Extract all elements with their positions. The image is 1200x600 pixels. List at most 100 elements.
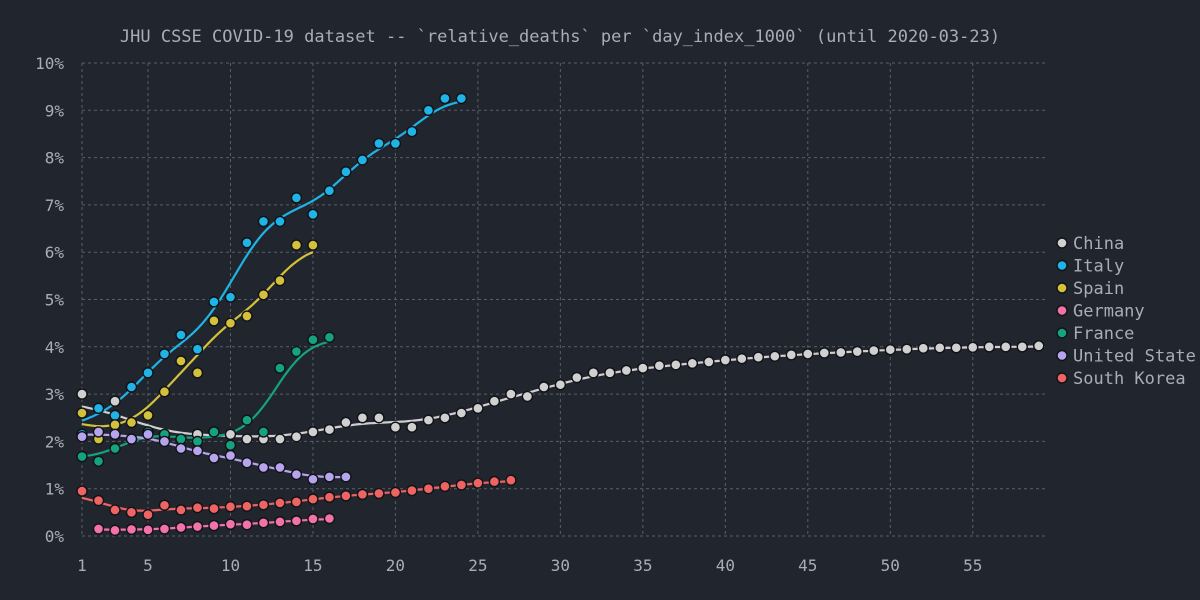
x-tick-label: 30 — [551, 556, 570, 575]
data-point — [241, 414, 253, 426]
legend-label: Spain — [1073, 279, 1124, 299]
data-point — [224, 518, 237, 530]
data-point — [257, 461, 270, 474]
data-point — [142, 524, 154, 536]
legend-label: Germany — [1073, 302, 1145, 322]
data-point — [224, 428, 237, 441]
data-point — [274, 497, 286, 509]
x-tick-label: 25 — [468, 556, 487, 575]
data-point — [92, 426, 105, 438]
data-point — [142, 428, 154, 441]
data-point — [76, 388, 88, 400]
legend-label: Italy — [1073, 257, 1124, 277]
data-point — [455, 407, 468, 419]
y-tick-label: 5% — [45, 291, 65, 310]
data-point — [175, 329, 187, 341]
data-point — [472, 402, 484, 414]
data-point — [142, 409, 154, 422]
data-point — [191, 435, 204, 448]
x-tick-label: 35 — [633, 556, 652, 575]
data-point — [538, 381, 550, 393]
data-point — [373, 412, 385, 424]
data-point — [307, 473, 319, 485]
data-point — [389, 421, 402, 433]
data-point — [373, 487, 385, 500]
data-point — [307, 513, 319, 525]
data-point — [356, 488, 369, 501]
y-tick-label: 8% — [45, 149, 65, 168]
data-point — [389, 137, 402, 150]
legend-marker — [1056, 327, 1068, 339]
data-point — [274, 516, 286, 528]
data-point — [290, 430, 303, 443]
data-point — [208, 519, 220, 532]
data-point — [109, 524, 121, 537]
data-point — [92, 455, 105, 467]
x-tick-label: 40 — [716, 556, 735, 575]
legend-label: China — [1073, 234, 1124, 254]
y-tick-label: 0% — [45, 527, 65, 546]
data-point — [373, 137, 385, 150]
data-point — [637, 362, 649, 374]
data-point — [274, 461, 286, 474]
data-point — [455, 92, 468, 105]
data-point — [257, 517, 270, 529]
data-point — [191, 501, 204, 514]
data-point — [241, 433, 253, 445]
y-tick-label: 2% — [45, 432, 65, 451]
data-point — [175, 433, 187, 445]
data-point — [323, 471, 336, 483]
data-point — [901, 343, 913, 355]
x-tick-label: 45 — [798, 556, 817, 575]
data-point — [109, 395, 121, 407]
data-point — [917, 342, 929, 354]
data-point — [191, 367, 204, 379]
data-point — [290, 239, 303, 251]
data-point — [406, 421, 418, 433]
data-point — [208, 502, 220, 515]
x-tick-label: 55 — [963, 556, 982, 575]
y-tick-label: 6% — [45, 243, 65, 262]
data-point — [208, 426, 220, 438]
legend-marker — [1056, 259, 1068, 272]
x-tick-label: 10 — [221, 556, 240, 575]
data-point — [422, 414, 435, 426]
data-point — [571, 371, 583, 384]
data-point — [109, 428, 121, 441]
legend-marker — [1056, 282, 1068, 294]
data-point — [323, 185, 336, 197]
legend-marker — [1056, 372, 1068, 384]
data-point — [323, 423, 336, 436]
data-point — [488, 475, 501, 488]
y-tick-label: 9% — [45, 101, 65, 120]
data-point — [109, 409, 121, 422]
trend-line — [81, 340, 330, 458]
data-point — [950, 342, 962, 354]
data-point — [719, 354, 732, 366]
data-point — [76, 407, 88, 419]
y-tick-label: 3% — [45, 385, 65, 404]
data-point — [307, 334, 319, 346]
data-point — [208, 452, 220, 464]
data-point — [175, 442, 187, 455]
data-point — [472, 477, 484, 489]
data-point — [521, 390, 534, 403]
data-point — [92, 402, 105, 414]
data-point — [851, 345, 863, 358]
data-point — [290, 468, 303, 481]
data-point — [224, 500, 237, 513]
data-point — [224, 439, 237, 451]
data-point — [224, 291, 237, 303]
data-point — [422, 483, 435, 495]
data-point — [274, 215, 286, 228]
data-point — [835, 346, 847, 359]
data-point — [142, 367, 154, 379]
legend-label: United State — [1073, 347, 1196, 367]
y-tick-label: 1% — [45, 480, 65, 499]
legend-marker — [1056, 304, 1068, 317]
data-point — [290, 192, 303, 204]
data-point — [389, 486, 402, 499]
data-point — [323, 512, 336, 525]
chart-title: JHU CSSE COVID-19 dataset -- `relative_d… — [120, 27, 1000, 47]
data-point — [769, 350, 781, 362]
